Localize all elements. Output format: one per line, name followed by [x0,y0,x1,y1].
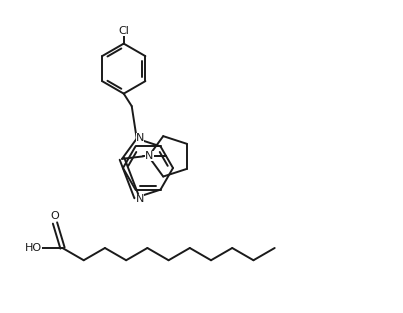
Text: N: N [145,151,154,161]
Text: Cl: Cl [118,26,129,36]
Text: N: N [135,194,144,204]
Text: O: O [51,211,59,221]
Text: HO: HO [25,243,42,253]
Text: N: N [135,133,144,143]
